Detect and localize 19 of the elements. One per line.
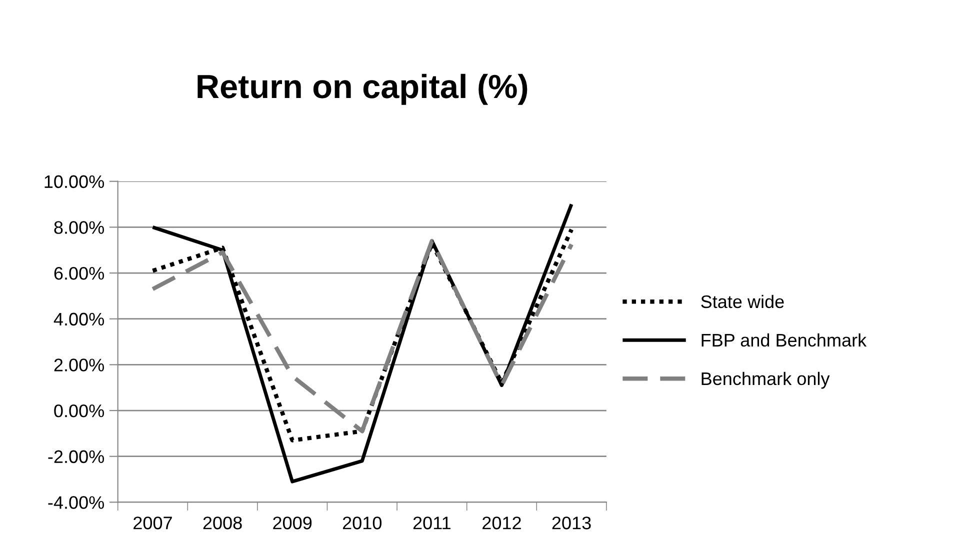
x-tick-label: 2011 (413, 516, 450, 530)
x-tick-label: 2013 (552, 516, 591, 530)
y-tick-label: -4.00% (48, 496, 104, 509)
legend-label: Benchmark only (702, 372, 830, 389)
x-tick-label: 2009 (273, 516, 312, 530)
chart-title: Return on capital (%) (198, 74, 528, 105)
x-tick-label: 2007 (134, 516, 172, 530)
y-tick-label: 2.00% (54, 358, 104, 372)
y-tick-label: 8.00% (54, 221, 104, 234)
legend-label: State wide (701, 294, 784, 308)
y-tick-label: 4.00% (54, 312, 104, 326)
x-tick-label: 2012 (482, 516, 521, 530)
y-tick-label: 0.00% (54, 404, 104, 418)
legend-label: FBP and Benchmark (702, 333, 867, 347)
y-tick-label: 6.00% (54, 266, 104, 280)
x-tick-label: 2008 (203, 516, 242, 530)
x-tick-label: 2010 (342, 516, 382, 530)
y-tick-label: 10.00% (44, 175, 104, 188)
y-tick-label: -2.00% (48, 450, 104, 464)
